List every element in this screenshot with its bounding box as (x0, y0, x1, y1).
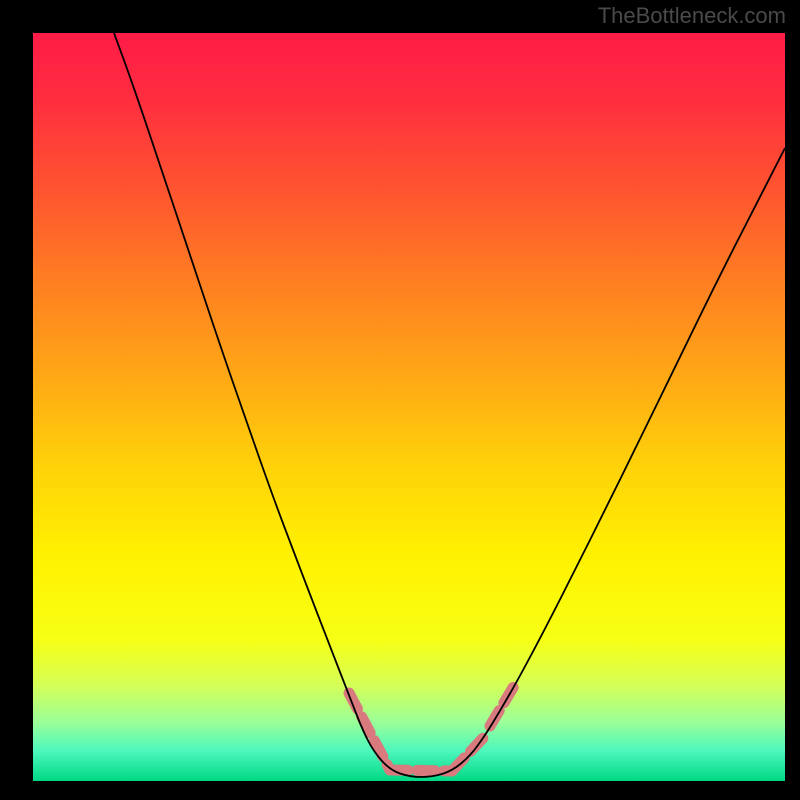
bottleneck-curve (114, 33, 785, 777)
attribution-label: TheBottleneck.com (598, 3, 786, 29)
highlight-segment (349, 693, 390, 770)
highlight-segment (390, 770, 452, 771)
chart-stage: TheBottleneck.com (0, 0, 800, 800)
chart-overlay (0, 0, 800, 800)
